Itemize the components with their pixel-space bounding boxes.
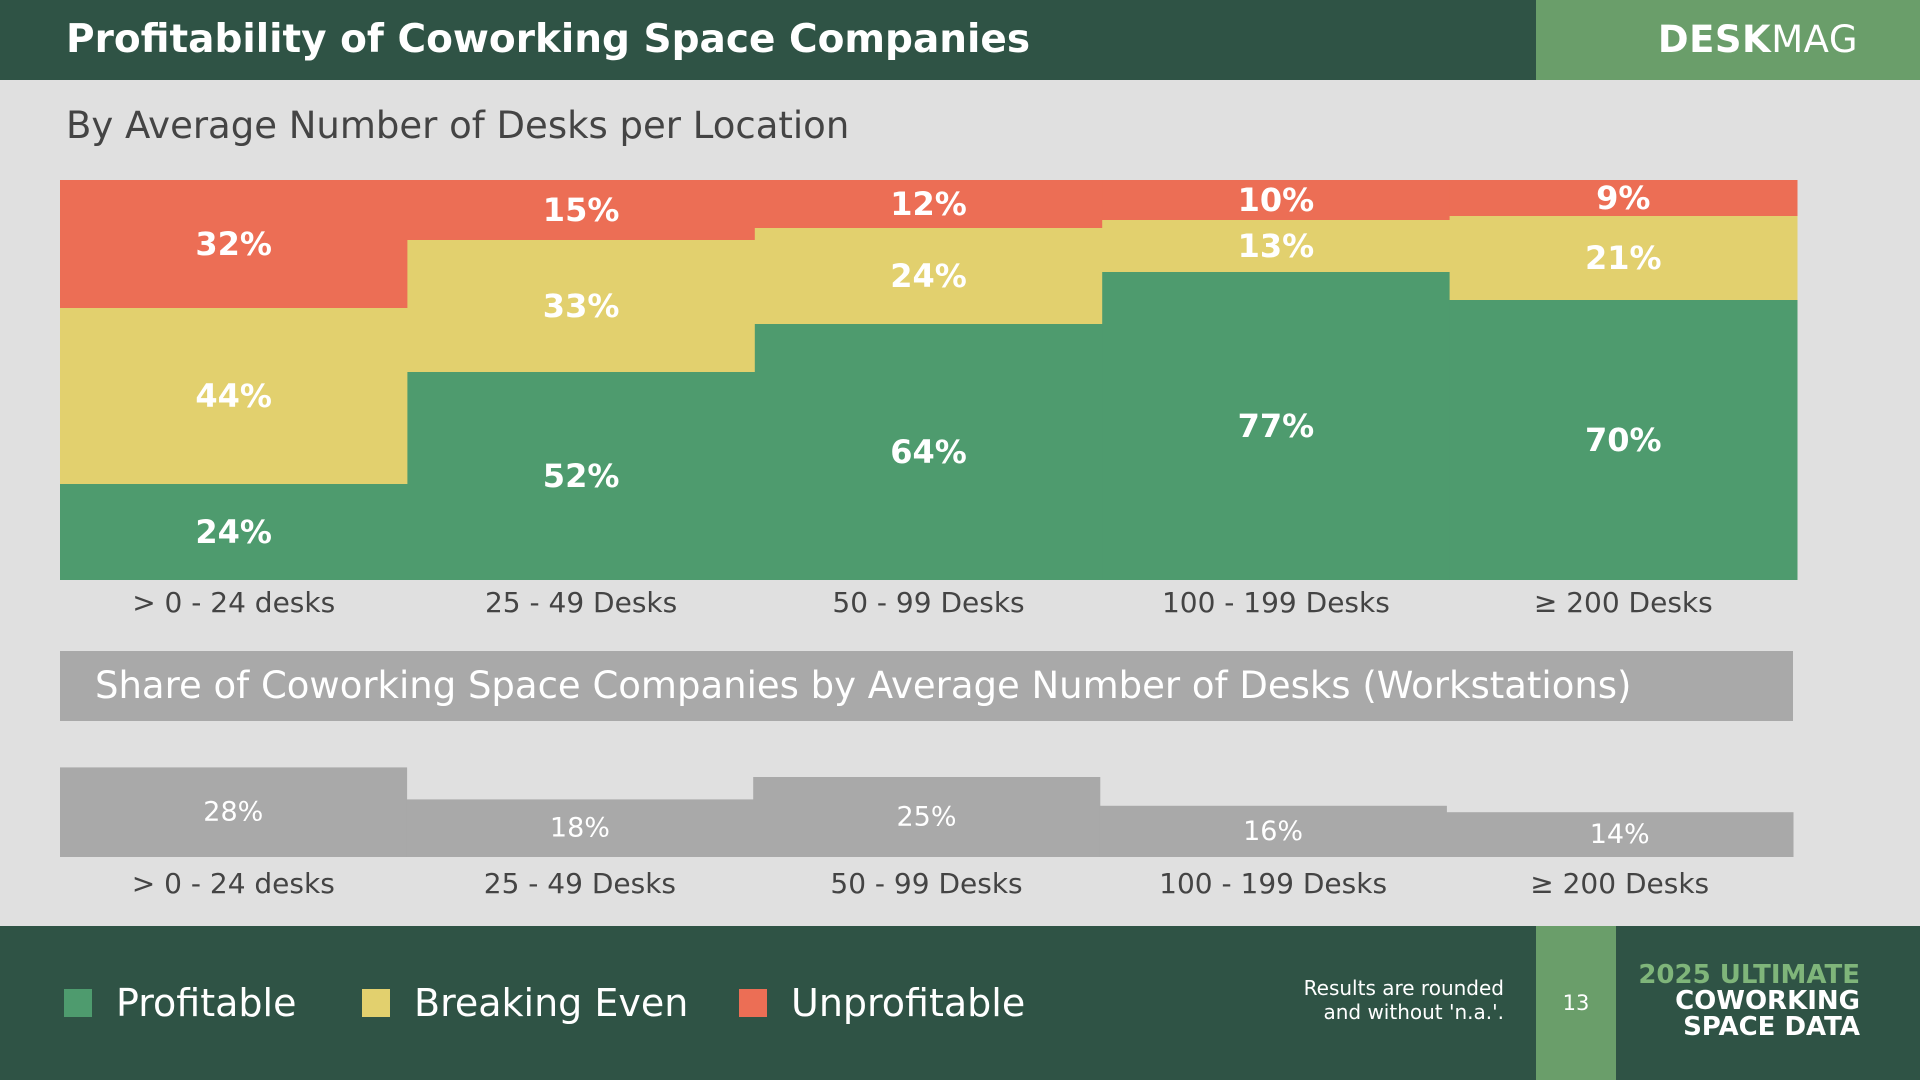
bar-unprofitable-2: [407, 180, 756, 240]
legend-item-unprofitable: Unprofitable: [739, 926, 1025, 1080]
bar-unprofitable-1: [60, 180, 408, 308]
data-label: 15%: [543, 191, 620, 229]
data-label: 25%: [896, 802, 956, 833]
data-label: 44%: [195, 377, 272, 415]
share-bar-3: [753, 777, 1101, 857]
brand-box: DESKMAG: [1536, 0, 1920, 80]
legend-item-profitable: Profitable: [64, 926, 296, 1080]
report-title-line: 2025 ULTIMATE: [1638, 960, 1860, 990]
page-title: Profitability of Coworking Space Compani…: [66, 17, 1031, 62]
legend-label: Breaking Even: [414, 981, 689, 1025]
bar-unprofitable-3: [754, 180, 1103, 228]
share-bar-chart: 28% > 0 - 24 desks 18% 25 - 49 Desks 25% 50 -…: [60, 767, 1794, 900]
report-title-line: COWORKING: [1675, 986, 1860, 1016]
rounding-note: Results are rounded and without 'n.a.'.: [1304, 976, 1504, 1024]
brand-logo-bold: DESK: [1657, 18, 1772, 61]
data-label: 24%: [195, 513, 272, 551]
data-label: 13%: [1238, 227, 1315, 265]
share-bar-5: [1446, 812, 1794, 857]
legend-swatch-breaking-even: [362, 989, 390, 1017]
data-label: 28%: [203, 797, 263, 828]
share-bar-1: [60, 767, 408, 857]
bar-breaking-even-4: [1102, 220, 1451, 272]
data-label: 10%: [1238, 181, 1315, 219]
data-label: 14%: [1590, 819, 1650, 850]
data-label: 18%: [550, 813, 610, 844]
bar-unprofitable-5: [1449, 180, 1798, 216]
data-label: 21%: [1585, 239, 1662, 277]
profitability-stacked-chart: 24% 44% 32% > 0 - 24 desks 52% 33% 15% 25 - 49 …: [60, 179, 1798, 619]
x-tick-label: 50 - 99 Desks: [830, 867, 1022, 900]
share-chart-banner: Share of Coworking Space Companies by Av…: [60, 651, 1793, 721]
data-label: 32%: [195, 225, 272, 263]
data-label: 52%: [543, 457, 620, 495]
legend-label: Profitable: [116, 981, 297, 1025]
legend-label: Unprofitable: [791, 981, 1026, 1025]
rounding-note-line: and without 'n.a.'.: [1323, 1000, 1504, 1024]
bar-breaking-even-2: [407, 240, 756, 372]
bar-unprofitable-4: [1102, 180, 1451, 220]
brand-logo-light: MAG: [1771, 18, 1858, 61]
footer-bar: Profitable Breaking Even Unprofitable Re…: [0, 926, 1920, 1080]
report-title-line: SPACE DATA: [1683, 1012, 1860, 1042]
page-number-box: 13: [1536, 926, 1616, 1080]
share-bar-2: [406, 799, 754, 857]
x-tick-label: 25 - 49 Desks: [484, 867, 676, 900]
x-tick-label: > 0 - 24 desks: [132, 586, 335, 619]
page-number: 13: [1562, 991, 1590, 1015]
bar-profitable-1: [60, 484, 408, 580]
data-label: 33%: [543, 287, 620, 325]
header-bar: Profitability of Coworking Space Compani…: [0, 0, 1920, 80]
x-tick-label: 25 - 49 Desks: [485, 586, 677, 619]
bar-profitable-3: [754, 324, 1103, 580]
x-tick-label: ≥ 200 Desks: [1534, 586, 1713, 619]
data-label: 24%: [890, 257, 967, 295]
rounding-note-line: Results are rounded: [1303, 976, 1504, 1000]
data-label: 9%: [1596, 179, 1650, 217]
bar-breaking-even-1: [60, 308, 408, 484]
x-tick-label: > 0 - 24 desks: [132, 867, 335, 900]
legend-swatch-profitable: [64, 989, 92, 1017]
bar-profitable-4: [1102, 272, 1451, 580]
data-label: 12%: [890, 185, 967, 223]
legend-item-breaking-even: Breaking Even: [362, 926, 688, 1080]
x-tick-label: ≥ 200 Desks: [1530, 867, 1709, 900]
data-label: 70%: [1585, 421, 1662, 459]
x-tick-label: 100 - 199 Desks: [1159, 867, 1387, 900]
report-title: 2025 ULTIMATE COWORKING SPACE DATA: [1638, 962, 1860, 1040]
data-label: 16%: [1243, 816, 1303, 847]
legend-swatch-unprofitable: [739, 989, 767, 1017]
share-bar-4: [1099, 805, 1447, 857]
data-label: 77%: [1238, 407, 1315, 445]
x-tick-label: 50 - 99 Desks: [832, 586, 1024, 619]
chart-subtitle: By Average Number of Desks per Location: [66, 104, 850, 147]
x-tick-label: 100 - 199 Desks: [1162, 586, 1390, 619]
share-chart-title: Share of Coworking Space Companies by Av…: [95, 664, 1632, 707]
bar-breaking-even-5: [1449, 216, 1798, 300]
brand-logo: DESKMAG: [1658, 0, 1858, 80]
bar-profitable-5: [1449, 300, 1798, 580]
bar-profitable-2: [407, 372, 756, 580]
bar-breaking-even-3: [754, 228, 1103, 324]
data-label: 64%: [890, 433, 967, 471]
